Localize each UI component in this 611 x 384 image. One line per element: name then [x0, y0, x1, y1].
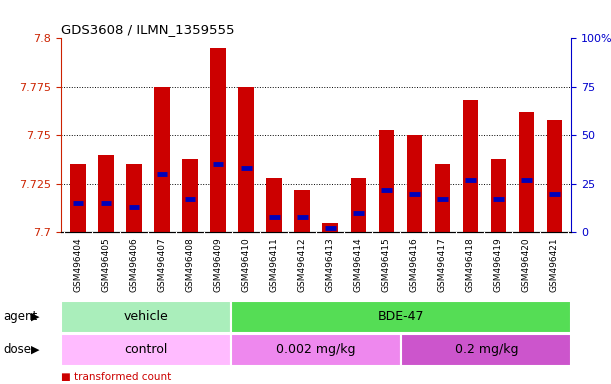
Text: GSM496416: GSM496416 [410, 238, 419, 293]
Text: GSM496418: GSM496418 [466, 238, 475, 293]
Bar [98, 155, 114, 232]
Bar [266, 178, 282, 232]
Text: vehicle: vehicle [124, 310, 169, 323]
Bar [351, 178, 366, 232]
Bar [401, 334, 571, 366]
Text: control: control [125, 343, 168, 356]
Bar [406, 135, 422, 232]
Bar [547, 120, 562, 232]
Text: GSM496405: GSM496405 [101, 238, 111, 293]
Bar [61, 334, 231, 366]
Bar [238, 87, 254, 232]
Text: GSM496407: GSM496407 [158, 238, 167, 293]
Bar [491, 159, 506, 232]
Bar [155, 87, 170, 232]
Text: GSM496408: GSM496408 [186, 238, 194, 293]
Bar [379, 129, 394, 232]
Text: GSM496413: GSM496413 [326, 238, 335, 293]
Text: GSM496421: GSM496421 [550, 238, 559, 292]
Bar [231, 301, 571, 333]
Text: ▶: ▶ [31, 345, 40, 355]
Text: ▶: ▶ [31, 312, 40, 322]
Bar [210, 48, 226, 232]
Text: 0.2 mg/kg: 0.2 mg/kg [455, 343, 518, 356]
Bar [323, 223, 338, 232]
Text: GSM496404: GSM496404 [73, 238, 82, 292]
Text: GSM496414: GSM496414 [354, 238, 363, 292]
Text: GSM496410: GSM496410 [241, 238, 251, 293]
Text: GDS3608 / ILMN_1359555: GDS3608 / ILMN_1359555 [61, 23, 235, 36]
Text: GSM496411: GSM496411 [269, 238, 279, 293]
Bar [295, 190, 310, 232]
Bar [61, 301, 231, 333]
Bar [126, 164, 142, 232]
Text: dose: dose [3, 343, 31, 356]
Text: GSM496412: GSM496412 [298, 238, 307, 292]
Bar [231, 334, 401, 366]
Text: GSM496406: GSM496406 [130, 238, 139, 293]
Bar [519, 112, 534, 232]
Bar [182, 159, 198, 232]
Text: GSM496409: GSM496409 [214, 238, 222, 293]
Text: GSM496417: GSM496417 [438, 238, 447, 293]
Text: GSM496420: GSM496420 [522, 238, 531, 292]
Text: 0.002 mg/kg: 0.002 mg/kg [276, 343, 356, 356]
Text: ■ transformed count: ■ transformed count [61, 372, 171, 382]
Text: BDE-47: BDE-47 [378, 310, 425, 323]
Text: GSM496419: GSM496419 [494, 238, 503, 293]
Bar [434, 164, 450, 232]
Bar [463, 101, 478, 232]
Text: agent: agent [3, 310, 37, 323]
Text: GSM496415: GSM496415 [382, 238, 391, 293]
Bar [70, 164, 86, 232]
